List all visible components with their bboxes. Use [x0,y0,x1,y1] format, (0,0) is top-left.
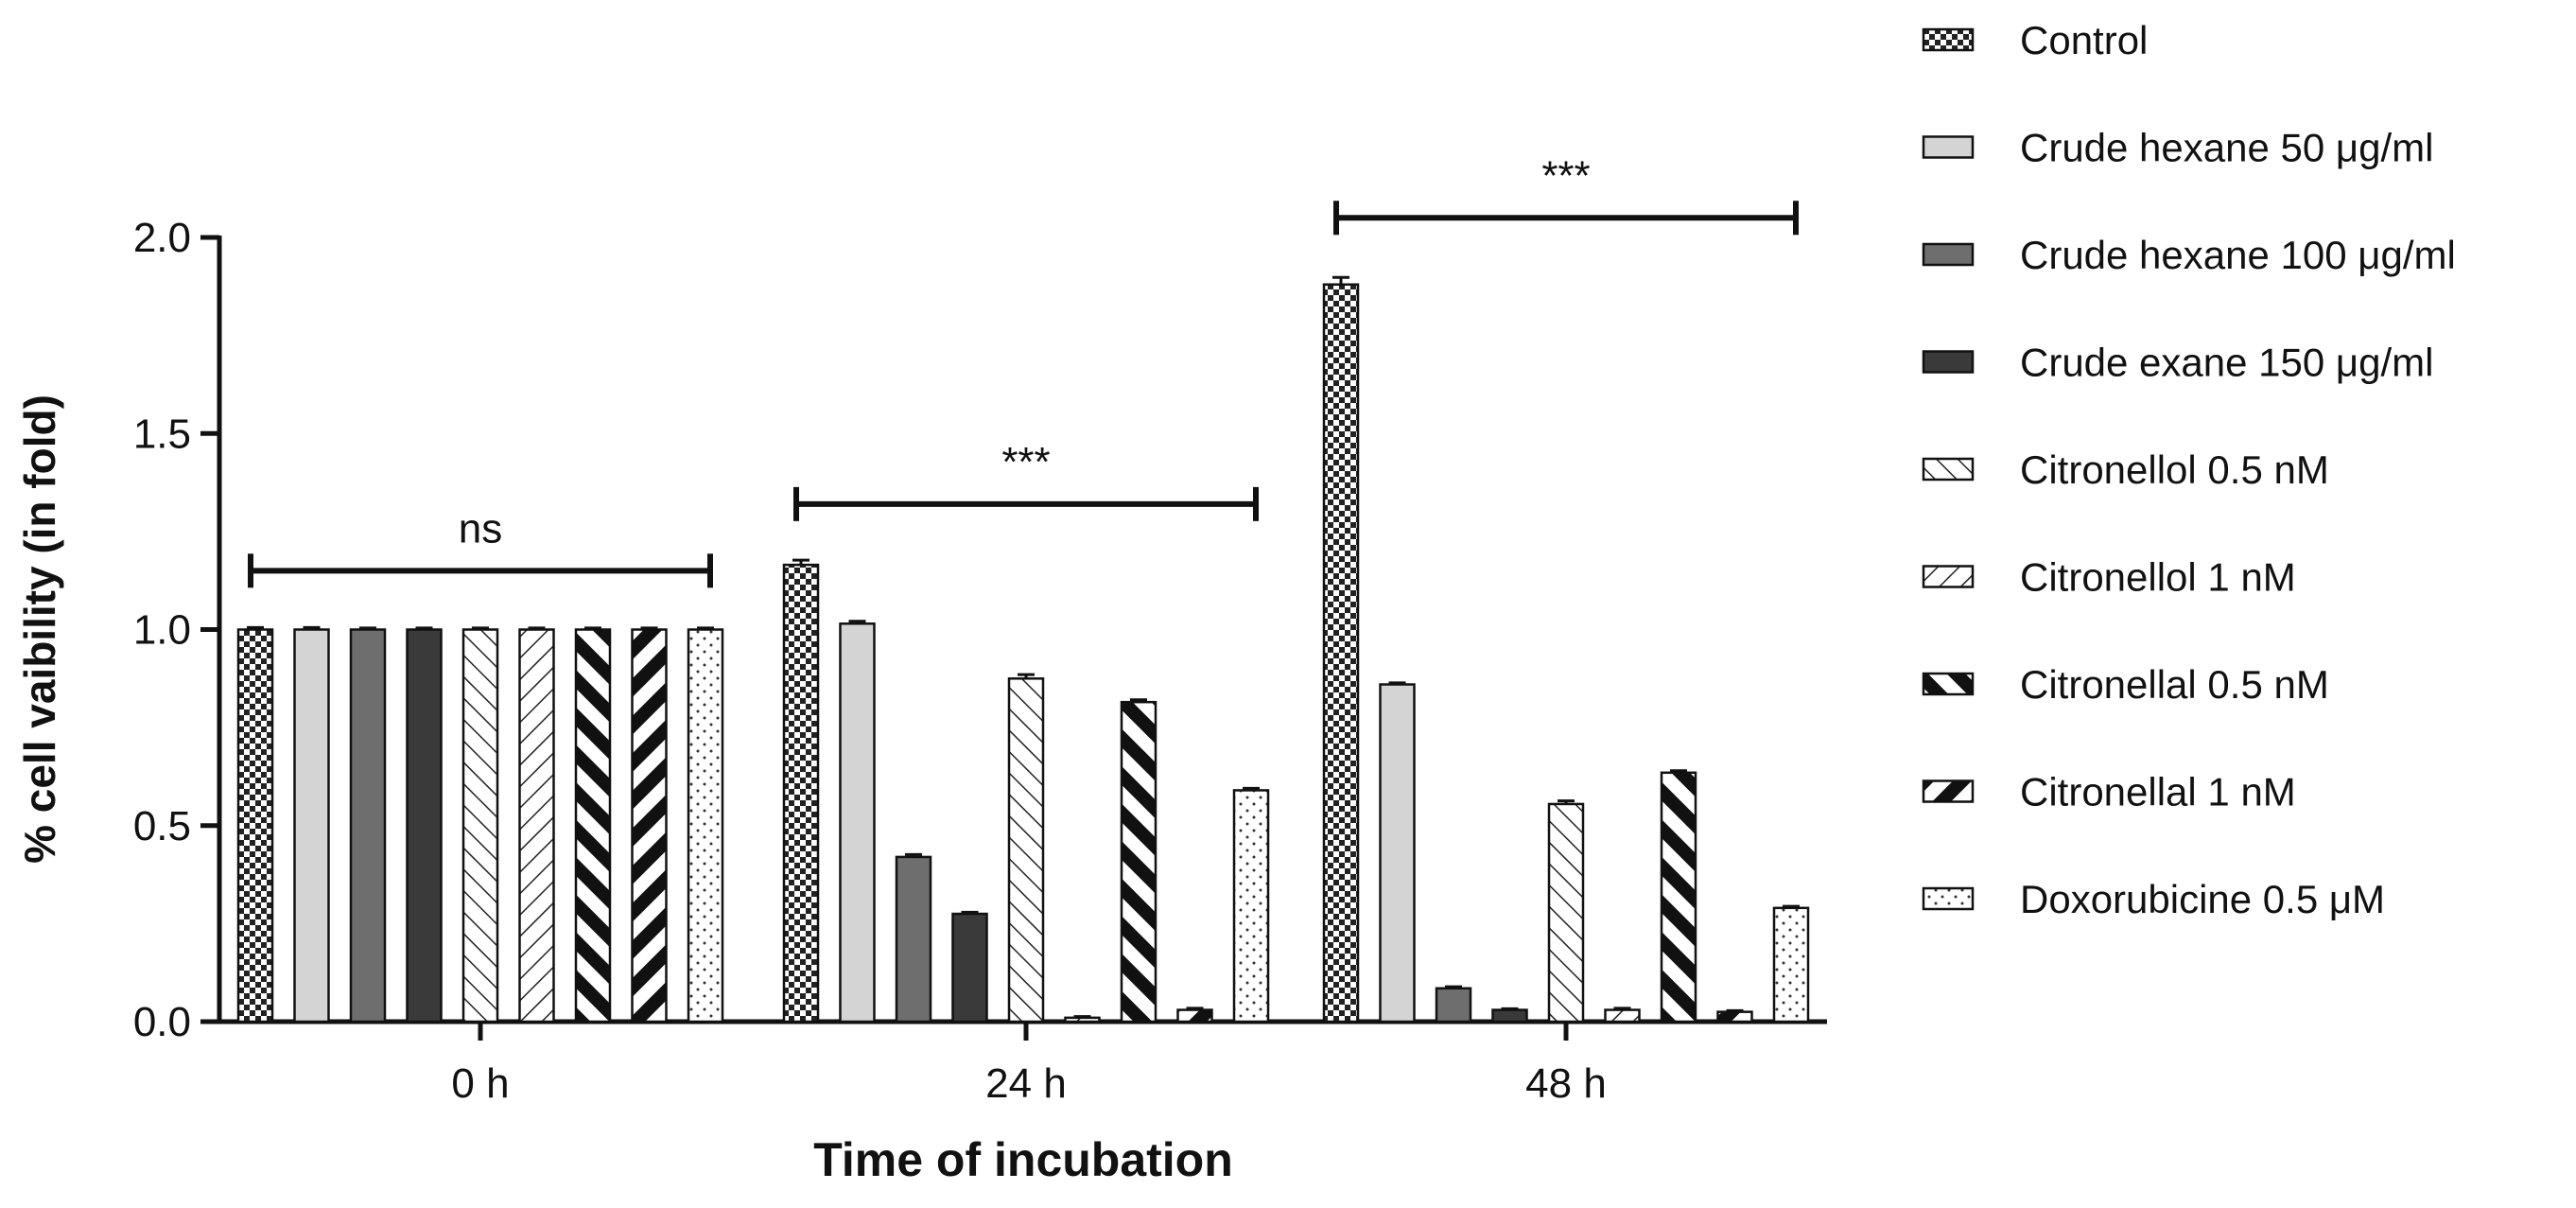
y-tick-label: 2.0 [133,215,191,261]
legend-swatch [1922,457,1975,481]
legend-swatch [1922,565,1975,588]
bar [1772,906,1810,1024]
legend-label: Doxorubicine 0.5 μM [2020,877,2385,921]
bar [574,628,612,1024]
bar [687,628,724,1024]
y-tick-label: 1.5 [133,411,191,457]
bar [293,628,330,1024]
bar [1176,1008,1213,1024]
bar [1435,987,1472,1024]
bar [1491,1008,1528,1024]
bar [518,628,555,1024]
bar [1547,802,1585,1024]
bar [349,628,387,1024]
bar [1604,1008,1641,1024]
significance-label: *** [1541,152,1590,199]
bar [1120,700,1157,1024]
legend-label: Citronellol 0.5 nM [2020,447,2329,492]
bar [461,628,499,1024]
bar [1322,283,1360,1024]
bar [839,622,876,1024]
legend-label: Control [2020,18,2148,62]
legend-swatch [1922,350,1975,374]
bar [236,628,274,1024]
legend-swatch [1922,242,1975,267]
legend-swatch [1922,672,1975,696]
y-tick-label: 0.0 [133,999,191,1045]
bar [1660,771,1697,1024]
y-tick-label: 1.0 [133,607,191,654]
legend-label: Crude hexane 100 μg/ml [2020,233,2456,277]
legend-label: Citronellal 1 nM [2020,770,2296,814]
bar [895,855,932,1024]
bar [1232,789,1270,1024]
significance-label: ns [459,505,502,551]
bar [1064,1016,1101,1024]
legend-swatch [1922,779,1975,803]
bar [1007,677,1045,1024]
legend-swatch [1922,27,1975,52]
bar [631,628,668,1024]
legend: Control Crude hexane 50 μg/ml Crude hexane… [1922,18,2456,921]
significance-label: *** [1001,439,1050,485]
y-axis-label: % cell vaibility (in fold) [15,394,64,864]
bar [406,628,443,1024]
x-axis-label: Time of incubation [813,1133,1233,1186]
bar [1379,683,1416,1024]
legend-swatch [1922,886,1975,911]
legend-swatch [1922,135,1975,159]
plot-area: 0.0 0.5 1.0 1.5 2.0 0 h 24 h 48 h ns *** *** [133,152,1827,1107]
x-tick-label: 24 h [985,1060,1067,1107]
bar [951,912,988,1024]
legend-label: Crude hexane 50 μg/ml [2020,126,2433,170]
bar [1716,1010,1753,1024]
x-tick-label: 0 h [451,1060,509,1107]
x-tick-label: 48 h [1525,1060,1607,1107]
legend-label: Crude exane 150 μg/ml [2020,341,2433,385]
bar [782,563,820,1024]
legend-label: Citronellol 1 nM [2020,555,2296,600]
y-tick-label: 0.5 [133,803,191,849]
legend-label: Citronellal 0.5 nM [2020,662,2329,707]
